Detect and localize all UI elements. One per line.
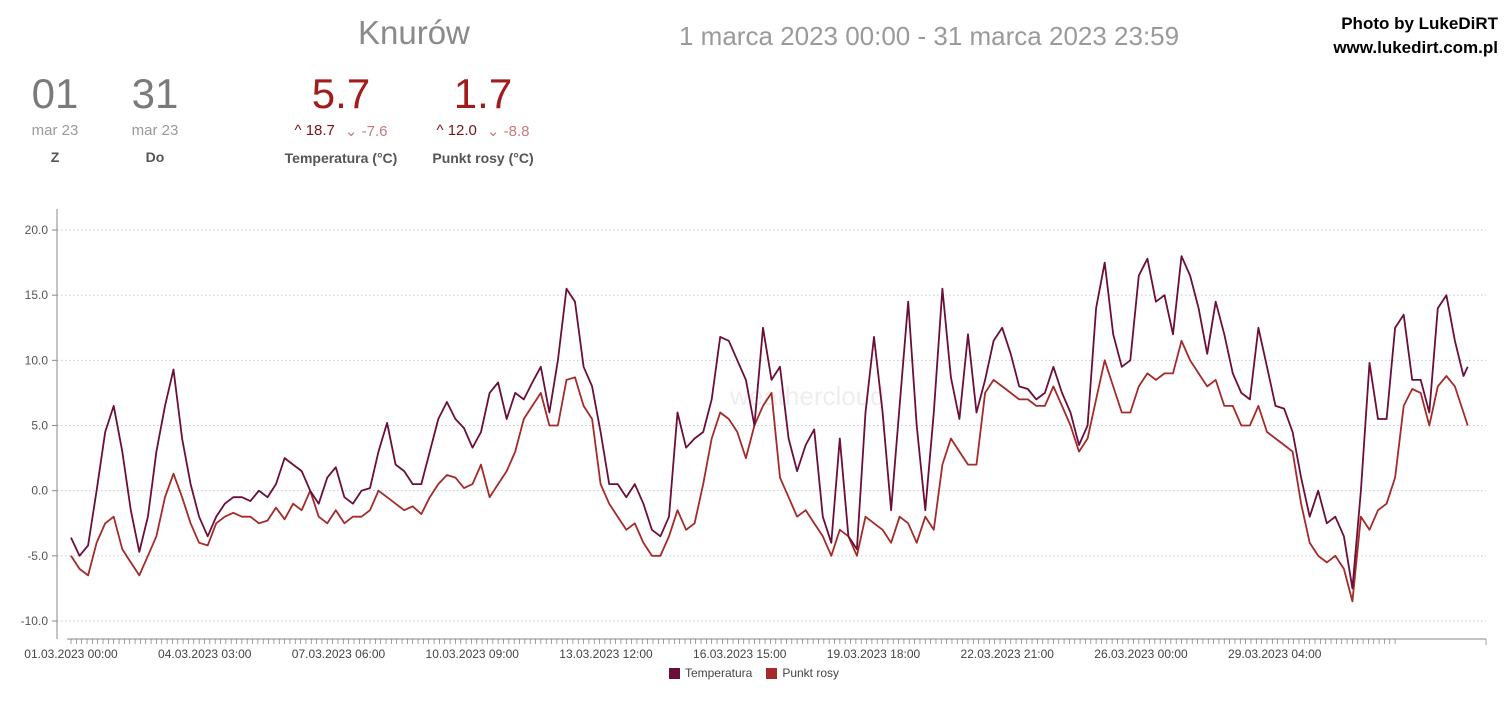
station-title: Knurów <box>358 14 470 51</box>
y-tick-label: -10.0 <box>21 614 49 628</box>
chevron-down-icon: ⌄ <box>486 123 500 140</box>
date-range: 1 marca 2023 00:00 - 31 marca 2023 23:59 <box>679 21 1180 51</box>
dewpoint-avg: 1.7 <box>453 70 513 117</box>
legend-item-dewpoint[interactable]: Punkt rosy <box>766 666 839 680</box>
legend-label-dewpoint: Punkt rosy <box>782 666 840 680</box>
stat-temperature: 5.7 ^ 18.7 ⌄ -7.6 Temperatura (°C) <box>281 70 401 166</box>
stat-dewpoint: 1.7 ^ 12.0 ⌄ -8.8 Punkt rosy (°C) <box>428 70 538 166</box>
x-tick-label: 29.03.2023 04:00 <box>1228 647 1322 661</box>
from-month: mar 23 <box>31 122 79 139</box>
chevron-up-icon: ^ <box>436 122 444 139</box>
y-tick-label: -5.0 <box>27 549 48 563</box>
legend-item-temperature[interactable]: Temperatura <box>668 666 753 680</box>
chart-legend: Temperatura Punkt rosy <box>0 666 1508 680</box>
temperature-max: ^ 18.7 <box>294 122 334 140</box>
stat-from: 01 mar 23 Z <box>25 70 85 165</box>
from-label: Z <box>50 149 60 165</box>
x-tick-label: 01.03.2023 00:00 <box>24 647 118 661</box>
legend-swatch-dewpoint <box>766 667 778 679</box>
temperature-extremes: ^ 18.7 ⌄ -7.6 <box>294 122 387 140</box>
x-tick-label: 22.03.2023 21:00 <box>961 647 1055 661</box>
temperature-min: ⌄ -7.6 <box>345 122 388 140</box>
chevron-down-icon: ⌄ <box>344 123 358 140</box>
credit-line-2: www.lukedirt.com.pl <box>1333 38 1498 57</box>
x-tick-label: 26.03.2023 00:00 <box>1094 647 1188 661</box>
dewpoint-label: Punkt rosy (°C) <box>432 150 534 166</box>
line-chart: 20.0 15.0 10.0 5.0 0.0 -5.0 -10.0 01.03.2023 00… <box>21 209 1487 661</box>
legend-label-temperature: Temperatura <box>684 666 753 680</box>
x-tick-label: 19.03.2023 18:00 <box>827 647 921 661</box>
dewpoint-min: ⌄ -8.8 <box>487 122 530 140</box>
y-tick-label: 20.0 <box>25 223 49 237</box>
x-tick-label: 07.03.2023 06:00 <box>292 647 386 661</box>
from-day: 01 <box>31 70 79 117</box>
temperature-avg: 5.7 <box>311 70 371 117</box>
temperature-line <box>70 255 1469 590</box>
dewpoint-extremes: ^ 12.0 ⌄ -8.8 <box>436 122 529 140</box>
dewpoint-max-value: 12.0 <box>447 122 477 139</box>
to-label: Do <box>145 149 165 165</box>
temperature-label: Temperatura (°C) <box>284 150 398 166</box>
weathercloud-watermark: weathercloud <box>729 381 885 411</box>
temperature-max-value: 18.7 <box>305 122 335 139</box>
stat-to: 31 mar 23 Do <box>125 70 185 165</box>
x-tick-label: 16.03.2023 15:00 <box>693 647 787 661</box>
temperature-min-value: -7.6 <box>361 123 388 140</box>
y-tick-label: 0.0 <box>31 484 48 498</box>
x-tick-label: 04.03.2023 03:00 <box>158 647 252 661</box>
chevron-up-icon: ^ <box>294 122 302 139</box>
photo-credit: Photo by LukeDiRT www.lukedirt.com.pl <box>1333 12 1498 60</box>
y-tick-label: 5.0 <box>31 419 48 433</box>
x-tick-label: 10.03.2023 09:00 <box>426 647 520 661</box>
dewpoint-max: ^ 12.0 <box>436 122 476 140</box>
to-day: 31 <box>131 70 179 117</box>
dewpoint-line <box>70 339 1469 603</box>
y-tick-label: 10.0 <box>25 353 49 367</box>
y-tick-label: 15.0 <box>25 288 49 302</box>
legend-swatch-temperature <box>668 667 680 679</box>
credit-line-1: Photo by LukeDiRT <box>1341 14 1498 33</box>
dewpoint-min-value: -8.8 <box>503 123 530 140</box>
x-tick-label: 13.03.2023 12:00 <box>559 647 653 661</box>
to-month: mar 23 <box>131 122 179 139</box>
